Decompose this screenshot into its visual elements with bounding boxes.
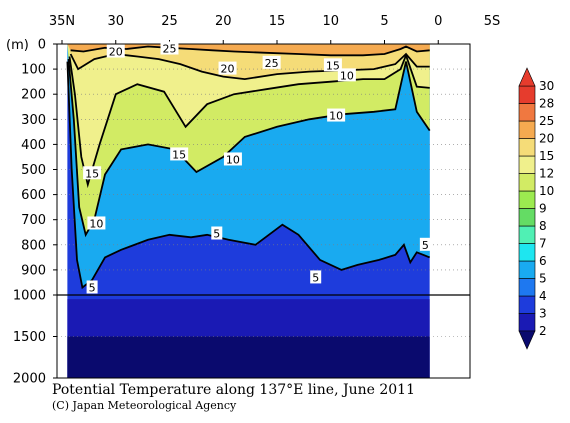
contour-label: 10 [329, 110, 343, 123]
colorbar-label: 15 [539, 149, 554, 163]
y-tick-label: 100 [21, 63, 46, 78]
colorbar-label: 8 [539, 219, 547, 233]
colorbar-label: 6 [539, 254, 547, 268]
contour-label-bg [337, 68, 356, 82]
colorbar-label: 12 [539, 167, 554, 181]
contour-label-bg [160, 41, 179, 55]
contour-label-bg [218, 61, 237, 75]
colorbar-label: 25 [539, 114, 554, 128]
x-tick-label: 25 [161, 14, 178, 29]
colorbar-segment [518, 103, 536, 122]
contour-label: 20 [109, 46, 123, 59]
colorbar-min-arrow [518, 330, 536, 350]
contour-label-bg [170, 147, 189, 161]
colorbar-segment [518, 295, 536, 314]
colorbar-label: 20 [539, 132, 554, 146]
contour-label: 5 [422, 239, 429, 252]
x-tick-label: 15 [269, 14, 286, 29]
contour-label-bg [323, 58, 342, 72]
band-above-10 [67, 44, 430, 235]
colorbar-segment [518, 85, 536, 104]
colorbar-segment [518, 138, 536, 157]
band-2-3 [67, 336, 430, 378]
y-tick-label: 700 [21, 213, 46, 228]
colorbar-label: 10 [539, 184, 554, 198]
contour-label: 15 [326, 59, 340, 72]
colorbar-segment [518, 243, 536, 262]
colorbar-label: 30 [539, 79, 554, 93]
colorbar: 2 3 4 5 6 7 8 9 10 12 15 20 25 28 30 [518, 67, 554, 350]
colorbar-label: 3 [539, 307, 547, 321]
contour-label-bg [86, 280, 98, 294]
colorbar-segment [518, 155, 536, 174]
contour-label: 15 [85, 167, 99, 180]
contour-label-bg [106, 44, 125, 58]
contour-label: 10 [89, 217, 103, 230]
colorbar-segment [518, 208, 536, 227]
contour-label: 5 [89, 281, 96, 294]
colorbar-label: 7 [539, 237, 547, 251]
y-axis-unit: (m) [6, 38, 29, 53]
contour-label: 5 [213, 228, 220, 241]
y-tick-label: 1000 [13, 289, 46, 304]
y-tick-label: 800 [21, 238, 46, 253]
contour-label: 25 [163, 43, 177, 56]
contour-label: 25 [265, 57, 279, 70]
contour-label-bg [87, 216, 106, 230]
y-tick-label: 900 [21, 263, 46, 278]
x-tick-label: 20 [215, 14, 232, 29]
contour-label-bg [83, 166, 102, 180]
credit-line: (C) Japan Meteorological Agency [52, 399, 237, 412]
contour-label-bg [211, 226, 223, 240]
y-tick-label: 0 [38, 38, 46, 53]
y-tick-label: 600 [21, 188, 46, 203]
colorbar-label: 2 [539, 324, 547, 338]
colorbar-label: 9 [539, 202, 547, 216]
x-tick-label: 0 [434, 14, 442, 29]
contour-label: 5 [312, 271, 319, 284]
y-tick-label: 1500 [13, 330, 46, 345]
contour-label-bg [419, 237, 431, 251]
contour-label: 15 [172, 148, 186, 161]
x-tick-label: 10 [322, 14, 339, 29]
contour-label-bg [310, 270, 322, 284]
contour-label: 10 [340, 69, 354, 82]
colorbar-segment [518, 260, 536, 279]
contour-label: 20 [221, 63, 235, 76]
y-tick-label: 400 [21, 138, 46, 153]
isotherm-10 [67, 59, 431, 238]
contour-label-bg [262, 55, 281, 69]
y-tick-label: 200 [21, 88, 46, 103]
colorbar-segment [518, 313, 536, 332]
colorbar-segment [518, 190, 536, 209]
contour-label-bg [327, 108, 346, 122]
x-tick-label: 35N [49, 14, 75, 29]
x-axis: 35N 30 25 20 15 10 5 0 5S [49, 14, 500, 44]
contour-label: 10 [226, 153, 240, 166]
y-axis: (m) 0 100 200 300 400 500 600 700 800 900 1000 1500 2… [6, 38, 57, 387]
frame-box [56, 43, 471, 379]
x-tick-label: 30 [107, 14, 124, 29]
colorbar-max-arrow [518, 67, 536, 87]
colorbar-segment [518, 173, 536, 192]
colorbar-label: 5 [539, 272, 547, 286]
colorbar-segment [518, 120, 536, 139]
plot-frame [56, 43, 471, 379]
x-tick-label: 5 [380, 14, 388, 29]
y-tick-label: 500 [21, 163, 46, 178]
colorbar-label: 4 [539, 289, 547, 303]
contour-label-bg [223, 152, 242, 166]
y-tick-label: 2000 [13, 372, 46, 387]
colorbar-segment [518, 225, 536, 244]
x-tick-label: 5S [484, 14, 501, 29]
chart-title: Potential Temperature along 137°E line, … [52, 382, 415, 398]
colorbar-label: 28 [539, 97, 554, 111]
y-tick-label: 300 [21, 113, 46, 128]
colorbar-segment [518, 278, 536, 297]
